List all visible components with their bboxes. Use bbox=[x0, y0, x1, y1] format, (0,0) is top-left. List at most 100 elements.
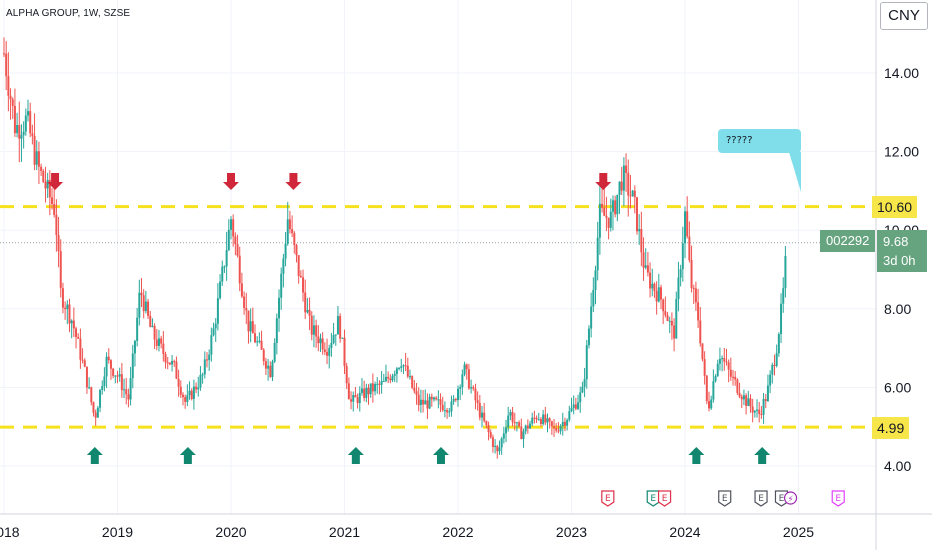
candle-body bbox=[487, 425, 490, 433]
callout-note[interactable]: ????? bbox=[718, 129, 801, 153]
candle-body bbox=[299, 275, 302, 278]
candle-body bbox=[278, 297, 281, 319]
earnings-marker-icon[interactable] bbox=[657, 490, 672, 507]
candle-body bbox=[583, 379, 586, 387]
candle-body bbox=[230, 219, 232, 230]
candle-body bbox=[18, 125, 21, 139]
candle-body bbox=[387, 376, 390, 379]
candle-body bbox=[42, 170, 45, 182]
earnings-marker-icon[interactable] bbox=[646, 490, 660, 507]
candle-body bbox=[53, 204, 56, 215]
candle-body bbox=[341, 337, 344, 339]
candle-body bbox=[419, 399, 422, 406]
earnings-marker-icon[interactable] bbox=[774, 490, 789, 507]
candle-body bbox=[659, 287, 662, 300]
candle-body bbox=[125, 389, 128, 395]
y-tick-label: 14.00 bbox=[884, 65, 919, 81]
candle-body bbox=[280, 273, 283, 298]
candle-body bbox=[112, 368, 115, 376]
earnings-marker-icon[interactable] bbox=[754, 490, 768, 507]
candle-body bbox=[452, 399, 455, 402]
candle-body bbox=[308, 309, 311, 316]
candle-body bbox=[315, 325, 318, 337]
candle-body bbox=[585, 345, 588, 380]
up-arrow-icon bbox=[347, 447, 364, 464]
ticker-badge: 002292 bbox=[820, 230, 876, 252]
candle-body bbox=[99, 389, 102, 408]
candle-body bbox=[64, 307, 67, 310]
candle-body bbox=[380, 381, 383, 385]
candle-body bbox=[594, 270, 597, 290]
y-tick-label: 6.00 bbox=[884, 379, 911, 395]
currency-button[interactable]: CNY bbox=[880, 2, 928, 30]
candle-body bbox=[596, 237, 599, 271]
candle-body bbox=[784, 256, 787, 289]
up-arrow-icon bbox=[754, 447, 771, 464]
candle-body bbox=[435, 397, 438, 400]
candle-body bbox=[138, 292, 141, 318]
candle-body bbox=[415, 391, 418, 395]
candle-body bbox=[181, 394, 184, 398]
candle-body bbox=[190, 390, 193, 399]
candle-body bbox=[424, 400, 427, 405]
candle-body bbox=[225, 250, 228, 267]
candle-body bbox=[703, 359, 706, 376]
candle-body bbox=[393, 374, 396, 376]
candle-body bbox=[428, 396, 431, 409]
candle-body bbox=[88, 387, 91, 389]
candle-body bbox=[402, 365, 405, 367]
symbol-header: ALPHA GROUP, 1W, SZSE bbox=[6, 8, 131, 19]
earnings-marker-icon[interactable] bbox=[601, 490, 615, 507]
earnings-marker-icon[interactable] bbox=[831, 490, 845, 507]
callout-pointer bbox=[789, 152, 801, 192]
candle-body bbox=[374, 384, 377, 392]
x-tick-label: 2022 bbox=[442, 524, 473, 540]
candle-body bbox=[411, 376, 414, 388]
candle-body bbox=[90, 387, 93, 403]
candle-body bbox=[105, 356, 108, 377]
candle-body bbox=[365, 387, 368, 398]
candle-body bbox=[692, 287, 695, 289]
candle-body bbox=[454, 399, 457, 401]
candle-body bbox=[404, 365, 407, 367]
candle-body bbox=[46, 179, 49, 189]
candle-body bbox=[330, 343, 333, 349]
candle-body bbox=[574, 404, 577, 409]
candle-body bbox=[94, 412, 97, 418]
earnings-marker-icon[interactable] bbox=[718, 490, 732, 507]
dividend-marker-icon[interactable] bbox=[783, 491, 798, 505]
last-price-value: 9.68 bbox=[883, 234, 909, 249]
candle-body bbox=[758, 409, 761, 415]
candle-body bbox=[232, 219, 235, 237]
candle-body bbox=[3, 53, 5, 55]
candle-body bbox=[505, 427, 508, 434]
candle-body bbox=[531, 417, 534, 424]
x-tick-label: 2025 bbox=[783, 524, 814, 540]
candle-body bbox=[210, 335, 213, 355]
candle-body bbox=[603, 207, 606, 216]
candle-body bbox=[544, 414, 547, 423]
candle-body bbox=[339, 316, 342, 339]
candle-body bbox=[155, 339, 158, 346]
candle-body bbox=[605, 215, 608, 218]
candle-body bbox=[590, 306, 593, 329]
candle-body bbox=[646, 265, 649, 273]
candle-body bbox=[699, 320, 702, 344]
candle-body bbox=[168, 362, 171, 365]
candle-body bbox=[131, 353, 134, 379]
candle-body bbox=[443, 410, 446, 412]
resistance-level-badge: 10.60 bbox=[872, 196, 918, 218]
candle-body bbox=[343, 337, 346, 367]
candle-body bbox=[262, 349, 265, 362]
candle-body bbox=[470, 387, 473, 389]
candle-body bbox=[679, 269, 682, 278]
candle-body bbox=[465, 364, 468, 370]
candle-body bbox=[221, 266, 224, 282]
candle-body bbox=[481, 412, 484, 418]
candle-body bbox=[483, 412, 486, 421]
candle-body bbox=[500, 438, 503, 448]
candle-body bbox=[312, 325, 315, 335]
candle-body bbox=[631, 190, 634, 197]
up-arrow-icon bbox=[179, 447, 196, 464]
